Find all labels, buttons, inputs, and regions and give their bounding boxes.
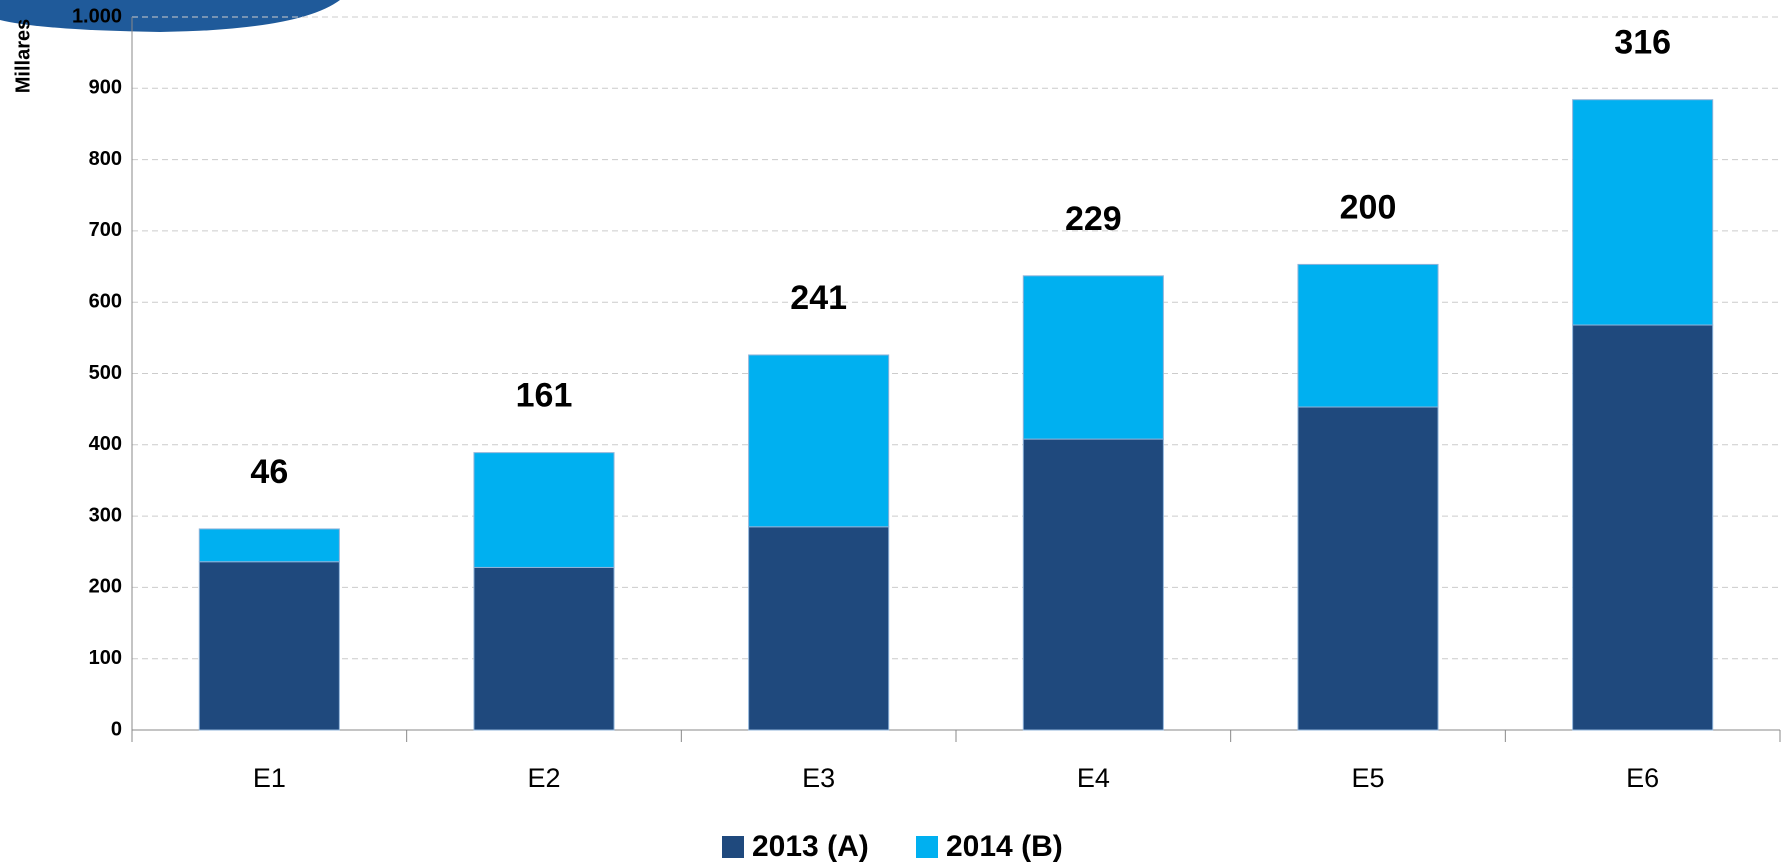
y-tick-label: 700 [89,219,122,241]
y-tick-label: 200 [89,576,122,598]
y-tick-label: 100 [89,647,122,669]
data-label: 316 [1614,24,1671,62]
x-tick-label: E1 [253,763,286,793]
corner-decoration [0,0,340,32]
data-label: 200 [1340,188,1397,226]
legend-swatch [722,836,744,858]
bar-segment [473,452,615,568]
bar-segment [1022,275,1164,440]
y-tick-label: 400 [89,433,122,455]
bar-segment [473,566,615,731]
bar-segment [1572,324,1714,731]
legend-label: 2013 (A) [752,830,869,863]
bar-segment [1297,406,1439,731]
y-axis-label: Millares [12,19,34,93]
data-label: 241 [790,279,847,317]
x-tick-label: E6 [1626,763,1659,793]
y-tick-label: 500 [89,362,122,384]
bar-segment [198,561,340,731]
legend-swatch [916,836,938,858]
y-tick-label: 300 [89,504,122,526]
legend-label: 2014 (B) [946,830,1063,863]
bar-segment [748,526,890,731]
x-tick-label: E4 [1077,763,1110,793]
y-tick-label: 800 [89,148,122,170]
bar-segment [1022,438,1164,731]
bar-segment [1297,263,1439,408]
x-tick-label: E3 [802,763,835,793]
bar-segment [1572,99,1714,326]
y-tick-label: 0 [111,718,122,740]
x-tick-label: E5 [1351,763,1384,793]
data-label: 229 [1065,200,1122,238]
x-tick-label: E2 [527,763,560,793]
data-label: 46 [250,453,288,491]
bar-segment [748,354,890,528]
data-label: 161 [516,377,573,415]
bar-segment [198,528,340,563]
y-tick-label: 1.000 [72,5,122,27]
y-tick-label: 900 [89,77,122,99]
y-tick-label: 600 [89,290,122,312]
